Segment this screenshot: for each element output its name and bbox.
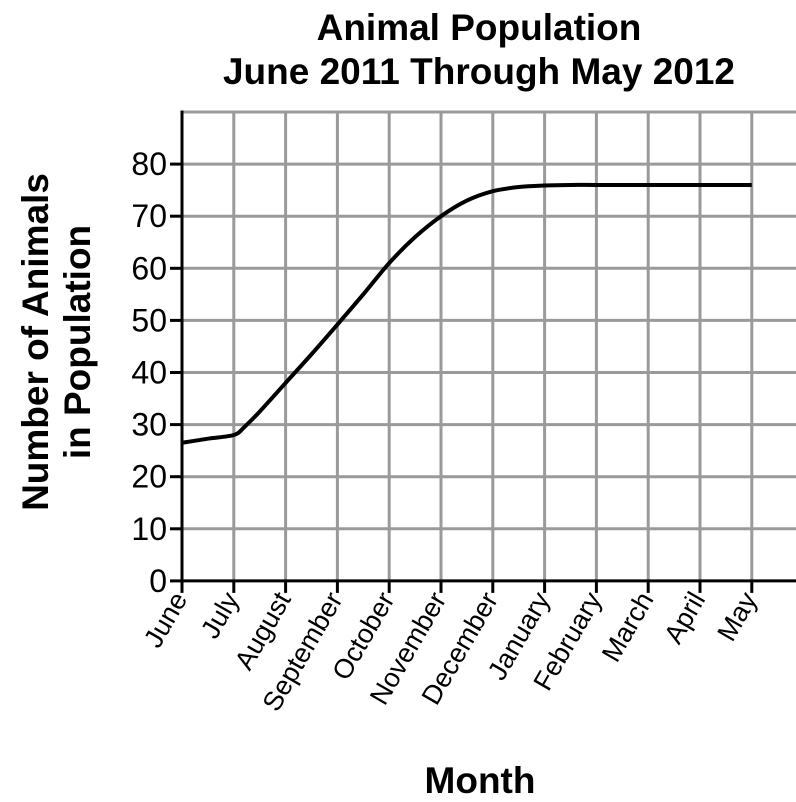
y-tick-label: 80: [131, 146, 167, 182]
y-tick-label: 0: [149, 563, 167, 599]
y-axis-label-line-1: Number of Animals: [15, 173, 56, 511]
y-axis-ticks: 0 10 20 30 40 50 60 70 80: [131, 146, 182, 599]
chart-title: Animal Population: [317, 7, 642, 48]
y-tick-label: 20: [131, 459, 167, 495]
y-tick-label: 40: [131, 355, 167, 391]
grid: [180, 110, 796, 583]
y-axis-label-line-2: in Population: [57, 225, 98, 459]
y-tick-label: 30: [131, 407, 167, 443]
x-tick-label: March: [596, 587, 659, 667]
population-line: [181, 182, 752, 445]
y-tick-label: 10: [131, 511, 167, 547]
y-tick-label: 50: [131, 302, 167, 338]
x-axis-ticks: June JulyAugustSeptemberOctoberNovemberDe…: [138, 580, 764, 716]
x-tick-label: July: [195, 586, 245, 643]
x-tick-label: April: [658, 587, 711, 649]
chart-subtitle: June 2011 Through May 2012: [223, 51, 735, 92]
y-tick-label: 70: [131, 198, 167, 234]
y-tick-label: 60: [131, 250, 167, 286]
x-tick-label: May: [712, 586, 764, 646]
x-tick-label: June: [138, 587, 193, 653]
x-axis-label: Month: [425, 760, 536, 801]
